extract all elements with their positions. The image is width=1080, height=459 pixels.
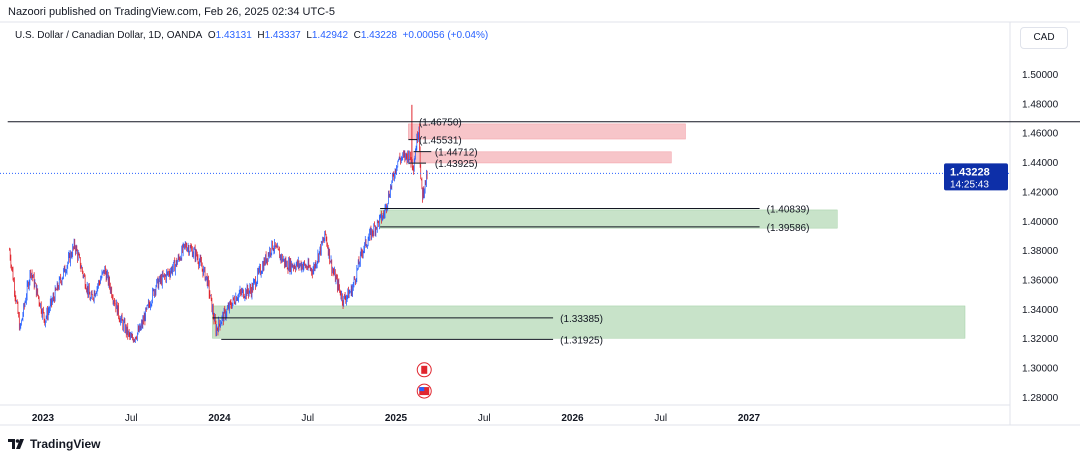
canada-flag-leaf (421, 365, 428, 374)
time-tick-label: 2027 (738, 413, 761, 424)
us-flag-canton (419, 387, 425, 392)
price-tick-label: 1.46000 (1022, 129, 1059, 140)
demand-zone (212, 305, 966, 339)
tradingview-logo[interactable]: TradingView (8, 437, 100, 451)
close-value: 1.43228 (360, 30, 397, 41)
price-tick-label: 1.34000 (1022, 305, 1059, 316)
price-tick-label: 1.28000 (1022, 393, 1059, 404)
symbol-title: U.S. Dollar / Canadian Dollar, 1D, OANDA (15, 30, 203, 41)
level-label: (1.45531) (419, 136, 462, 147)
level-label: (1.33385) (560, 314, 603, 325)
low-value: 1.42942 (311, 30, 349, 41)
high-value: 1.43337 (264, 30, 301, 41)
level-label: (1.44712) (435, 148, 478, 159)
last-price-label: 1.43228 (950, 166, 990, 178)
publisher-line: Nazoori published on TradingView.com, Fe… (8, 6, 335, 18)
change-value: +0.00056 (+0.04%) (402, 30, 489, 41)
time-tick-label: 2025 (385, 413, 408, 424)
price-tick-label: 1.50000 (1022, 70, 1059, 81)
time-tick-label: Jul (301, 413, 314, 424)
time-tick-label: 2023 (32, 413, 55, 424)
tradingview-logo-icon (8, 439, 24, 449)
price-tick-label: 1.48000 (1022, 99, 1059, 110)
level-label: (1.46750) (419, 118, 462, 129)
price-tick-label: 1.36000 (1022, 276, 1059, 287)
price-tick-label: 1.32000 (1022, 334, 1059, 345)
time-tick-label: Jul (125, 413, 138, 424)
time-tick-label: 2024 (208, 413, 231, 424)
level-label: (1.40839) (767, 204, 810, 215)
currency-button[interactable]: CAD (1020, 27, 1068, 49)
price-tick-label: 1.44000 (1022, 158, 1059, 169)
price-tick-label: 1.42000 (1022, 187, 1059, 198)
time-tick-label: Jul (478, 413, 491, 424)
price-tick-label: 1.40000 (1022, 217, 1059, 228)
price-tick-label: 1.30000 (1022, 364, 1059, 375)
bar-countdown-label: 14:25:43 (950, 179, 989, 190)
open-value: 1.43131 (215, 30, 252, 41)
time-tick-label: 2026 (561, 413, 584, 424)
symbol-legend: U.S. Dollar / Canadian Dollar, 1D, OANDA… (15, 30, 489, 41)
supply-zone (408, 123, 686, 140)
last-price-badge (944, 163, 1008, 191)
time-tick-label: Jul (654, 413, 667, 424)
level-label: (1.43925) (435, 159, 478, 170)
level-label: (1.39586) (767, 223, 810, 234)
price-tick-label: 1.38000 (1022, 246, 1059, 257)
level-label: (1.31925) (560, 335, 603, 346)
